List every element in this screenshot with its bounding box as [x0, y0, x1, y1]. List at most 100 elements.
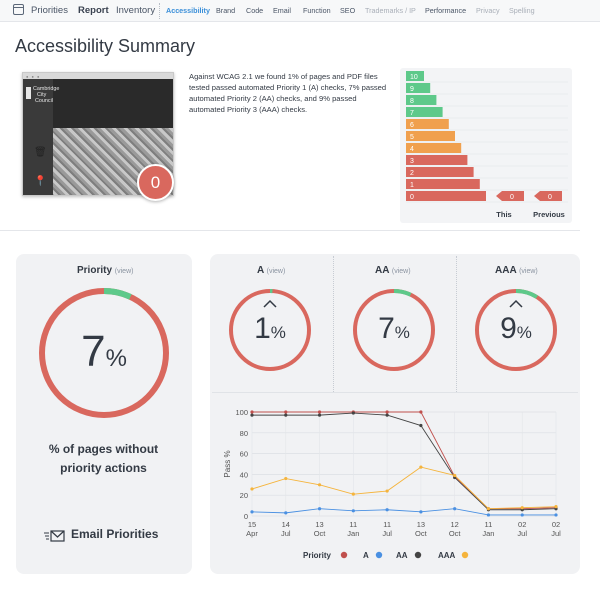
email-priorities-button[interactable]: Email Priorities — [71, 527, 159, 541]
site-screenshot[interactable]: ● ● ● Cambridge City Council 🗑 📍 — [22, 72, 174, 196]
levels-chart-divider — [212, 392, 578, 393]
histogram-bar-1 — [406, 179, 480, 189]
data-point-aaa — [453, 473, 457, 478]
histogram-bar-7 — [406, 107, 443, 117]
level-aaa-title[interactable]: AAA (view) — [495, 265, 538, 276]
x-tick-label: Oct — [449, 529, 462, 538]
x-tick-label: 02 — [518, 520, 526, 529]
level-a-arrow-icon — [263, 299, 277, 308]
histogram-bar-0 — [406, 191, 486, 201]
x-tick-label: 11 — [349, 520, 357, 529]
histogram-label-3: 3 — [410, 158, 414, 165]
histogram-label-1: 1 — [410, 182, 414, 189]
data-point-a — [419, 510, 423, 514]
data-point-a — [351, 509, 355, 513]
data-point-priority — [317, 410, 322, 414]
data-point-a — [486, 513, 491, 517]
priority-title[interactable]: Priority (view) — [77, 265, 134, 276]
histogram-label-10: 10 — [410, 74, 418, 81]
histogram-bar-3 — [406, 155, 468, 165]
histogram-label-9: 9 — [410, 86, 414, 93]
section-divider — [0, 230, 580, 231]
email-icon — [44, 530, 65, 542]
y-tick-label: 20 — [240, 491, 248, 500]
level-aa-ring — [353, 289, 435, 371]
histogram-bar-2 — [406, 167, 474, 177]
tab-privacy[interactable]: Privacy — [476, 6, 500, 15]
legend-label-a: A — [363, 551, 369, 560]
nav-inventory[interactable]: Inventory — [116, 5, 156, 16]
data-point-aaa — [554, 505, 558, 509]
data-point-a — [453, 507, 457, 511]
level-a-title[interactable]: A (view) — [257, 265, 286, 276]
nav-priorities[interactable]: Priorities — [31, 5, 68, 16]
histogram-this-label: This — [496, 210, 511, 219]
histogram-this-value: 0 — [510, 194, 514, 201]
histogram-label-7: 7 — [410, 110, 414, 117]
x-tick-label: 14 — [282, 520, 290, 529]
tab-function[interactable]: Function — [303, 6, 331, 15]
histogram-label-4: 4 — [410, 146, 414, 153]
tab-performance[interactable]: Performance — [425, 6, 467, 15]
levels-divider-2 — [456, 256, 457, 392]
x-tick-label: Jul — [382, 529, 392, 538]
data-point-aa — [250, 413, 254, 417]
y-tick-label: 60 — [240, 450, 248, 459]
x-tick-label: 13 — [315, 520, 323, 529]
data-point-aaa — [351, 492, 355, 496]
tab-seo[interactable]: SEO — [340, 6, 356, 15]
data-point-a — [284, 511, 288, 515]
tab-brand[interactable]: Brand — [216, 6, 236, 15]
legend-marker-aaa — [461, 551, 469, 559]
level-a-ring — [229, 289, 311, 371]
histogram-label-2: 2 — [410, 170, 414, 177]
data-point-aaa — [385, 489, 389, 493]
data-point-aa — [419, 423, 423, 428]
nav-report[interactable]: Report — [78, 5, 109, 16]
data-point-aa — [317, 413, 322, 417]
level-aaa-percent: 9% — [500, 312, 532, 345]
data-point-priority — [385, 410, 389, 414]
x-tick-label: 02 — [552, 520, 560, 529]
x-tick-label: Apr — [246, 529, 258, 538]
histogram-bar-9 — [406, 83, 431, 93]
priority-view-link[interactable]: (view) — [114, 268, 134, 275]
level-aaa-ring-progress — [515, 289, 538, 299]
data-point-a — [385, 508, 389, 512]
nav-divider — [159, 3, 160, 19]
x-tick-label: 13 — [417, 520, 425, 529]
x-tick-label: 15 — [248, 520, 256, 529]
legend-marker-a — [375, 551, 383, 559]
histogram-label-5: 5 — [410, 134, 414, 141]
tab-accessibility[interactable]: Accessibility — [166, 6, 210, 15]
tab-trademarks[interactable]: Trademarks / IP — [365, 6, 416, 15]
level-aa-title[interactable]: AA (view) — [375, 265, 411, 276]
histogram-bar-10 — [406, 71, 424, 81]
priority-ring — [39, 288, 169, 418]
priority-percent: 7% — [81, 327, 127, 376]
score-histogram: 10 9 8 7 6 5 4 3 2 1 0 0 0 This Previous — [400, 68, 572, 223]
priority-ring-progress — [103, 288, 132, 300]
legend-label-aaa: AAA — [438, 551, 456, 560]
data-point-aa — [385, 413, 389, 417]
y-tick-label: 100 — [235, 408, 248, 417]
level-aaa-arrow-icon — [509, 299, 523, 308]
histogram-label-0: 0 — [410, 194, 414, 201]
page-title: Accessibility Summary — [15, 36, 196, 56]
data-point-aaa — [419, 465, 423, 469]
data-point-aa — [351, 411, 355, 415]
levels-card — [210, 254, 580, 574]
data-point-priority — [250, 410, 254, 414]
histogram-previous-marker — [534, 191, 562, 201]
tab-email[interactable]: Email — [273, 6, 291, 15]
x-tick-label: Jul — [281, 529, 291, 538]
data-point-priority — [419, 410, 423, 414]
data-point-aaa — [317, 483, 322, 487]
tab-code[interactable]: Code — [246, 6, 264, 15]
data-point-a — [554, 513, 558, 517]
tab-spelling[interactable]: Spelling — [509, 6, 535, 15]
x-tick-label: Oct — [314, 529, 327, 538]
legend-marker-priority — [340, 551, 348, 559]
browser-bar: ● ● ● — [23, 73, 173, 79]
